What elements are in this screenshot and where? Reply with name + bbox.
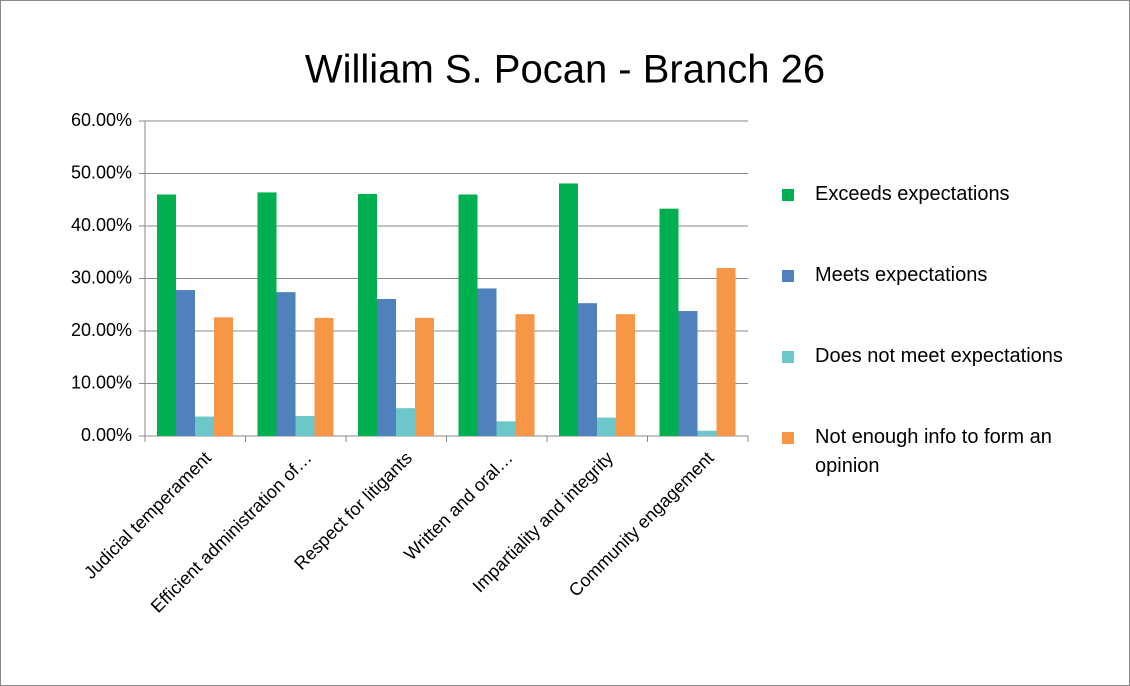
y-tick-label: 20.00%	[71, 320, 132, 340]
bar	[559, 183, 578, 436]
bar	[157, 194, 176, 436]
y-tick-label: 40.00%	[71, 215, 132, 235]
bar	[257, 192, 277, 436]
bar	[515, 314, 535, 436]
bar	[295, 416, 315, 436]
legend-label: Does not meet expectations	[815, 345, 1063, 367]
bar	[616, 314, 635, 436]
legend-item: Not enough info to form an opinion	[782, 423, 1122, 504]
bar	[377, 298, 396, 436]
bar	[496, 421, 516, 436]
y-tick-label: 60.00%	[71, 110, 132, 130]
legend-label: Exceeds expectations	[815, 183, 1010, 205]
chart-title: William S. Pocan - Branch 26	[305, 48, 825, 92]
bar	[597, 417, 616, 436]
bar	[314, 317, 334, 436]
bar	[358, 193, 377, 436]
legend-swatch	[782, 189, 794, 201]
legend-swatch	[782, 351, 794, 363]
y-tick-label: 0.00%	[81, 425, 132, 445]
bar	[578, 303, 597, 436]
legend-label: Not enough info to form an opinion	[815, 426, 1052, 477]
bar	[659, 208, 679, 436]
legend-label: Meets expectations	[815, 264, 988, 286]
legend-item: Does not meet expectations	[782, 342, 1122, 423]
bar	[716, 268, 736, 436]
bar	[477, 288, 497, 436]
bar	[276, 292, 296, 436]
y-tick-label: 50.00%	[71, 162, 132, 182]
bar	[678, 311, 698, 436]
legend-item: Exceeds expectations	[782, 180, 1122, 261]
bar	[415, 317, 434, 436]
legend-item: Meets expectations	[782, 261, 1122, 342]
bar	[396, 408, 415, 436]
legend-swatch	[782, 432, 794, 444]
legend: Exceeds expectations Meets expectations Do…	[782, 180, 1122, 504]
bar	[176, 290, 195, 436]
bar	[195, 416, 214, 436]
bar	[214, 317, 233, 436]
y-tick-label: 10.00%	[71, 372, 132, 392]
bar	[697, 430, 717, 436]
legend-swatch	[782, 270, 794, 282]
bar	[458, 194, 478, 436]
y-tick-label: 30.00%	[71, 267, 132, 287]
